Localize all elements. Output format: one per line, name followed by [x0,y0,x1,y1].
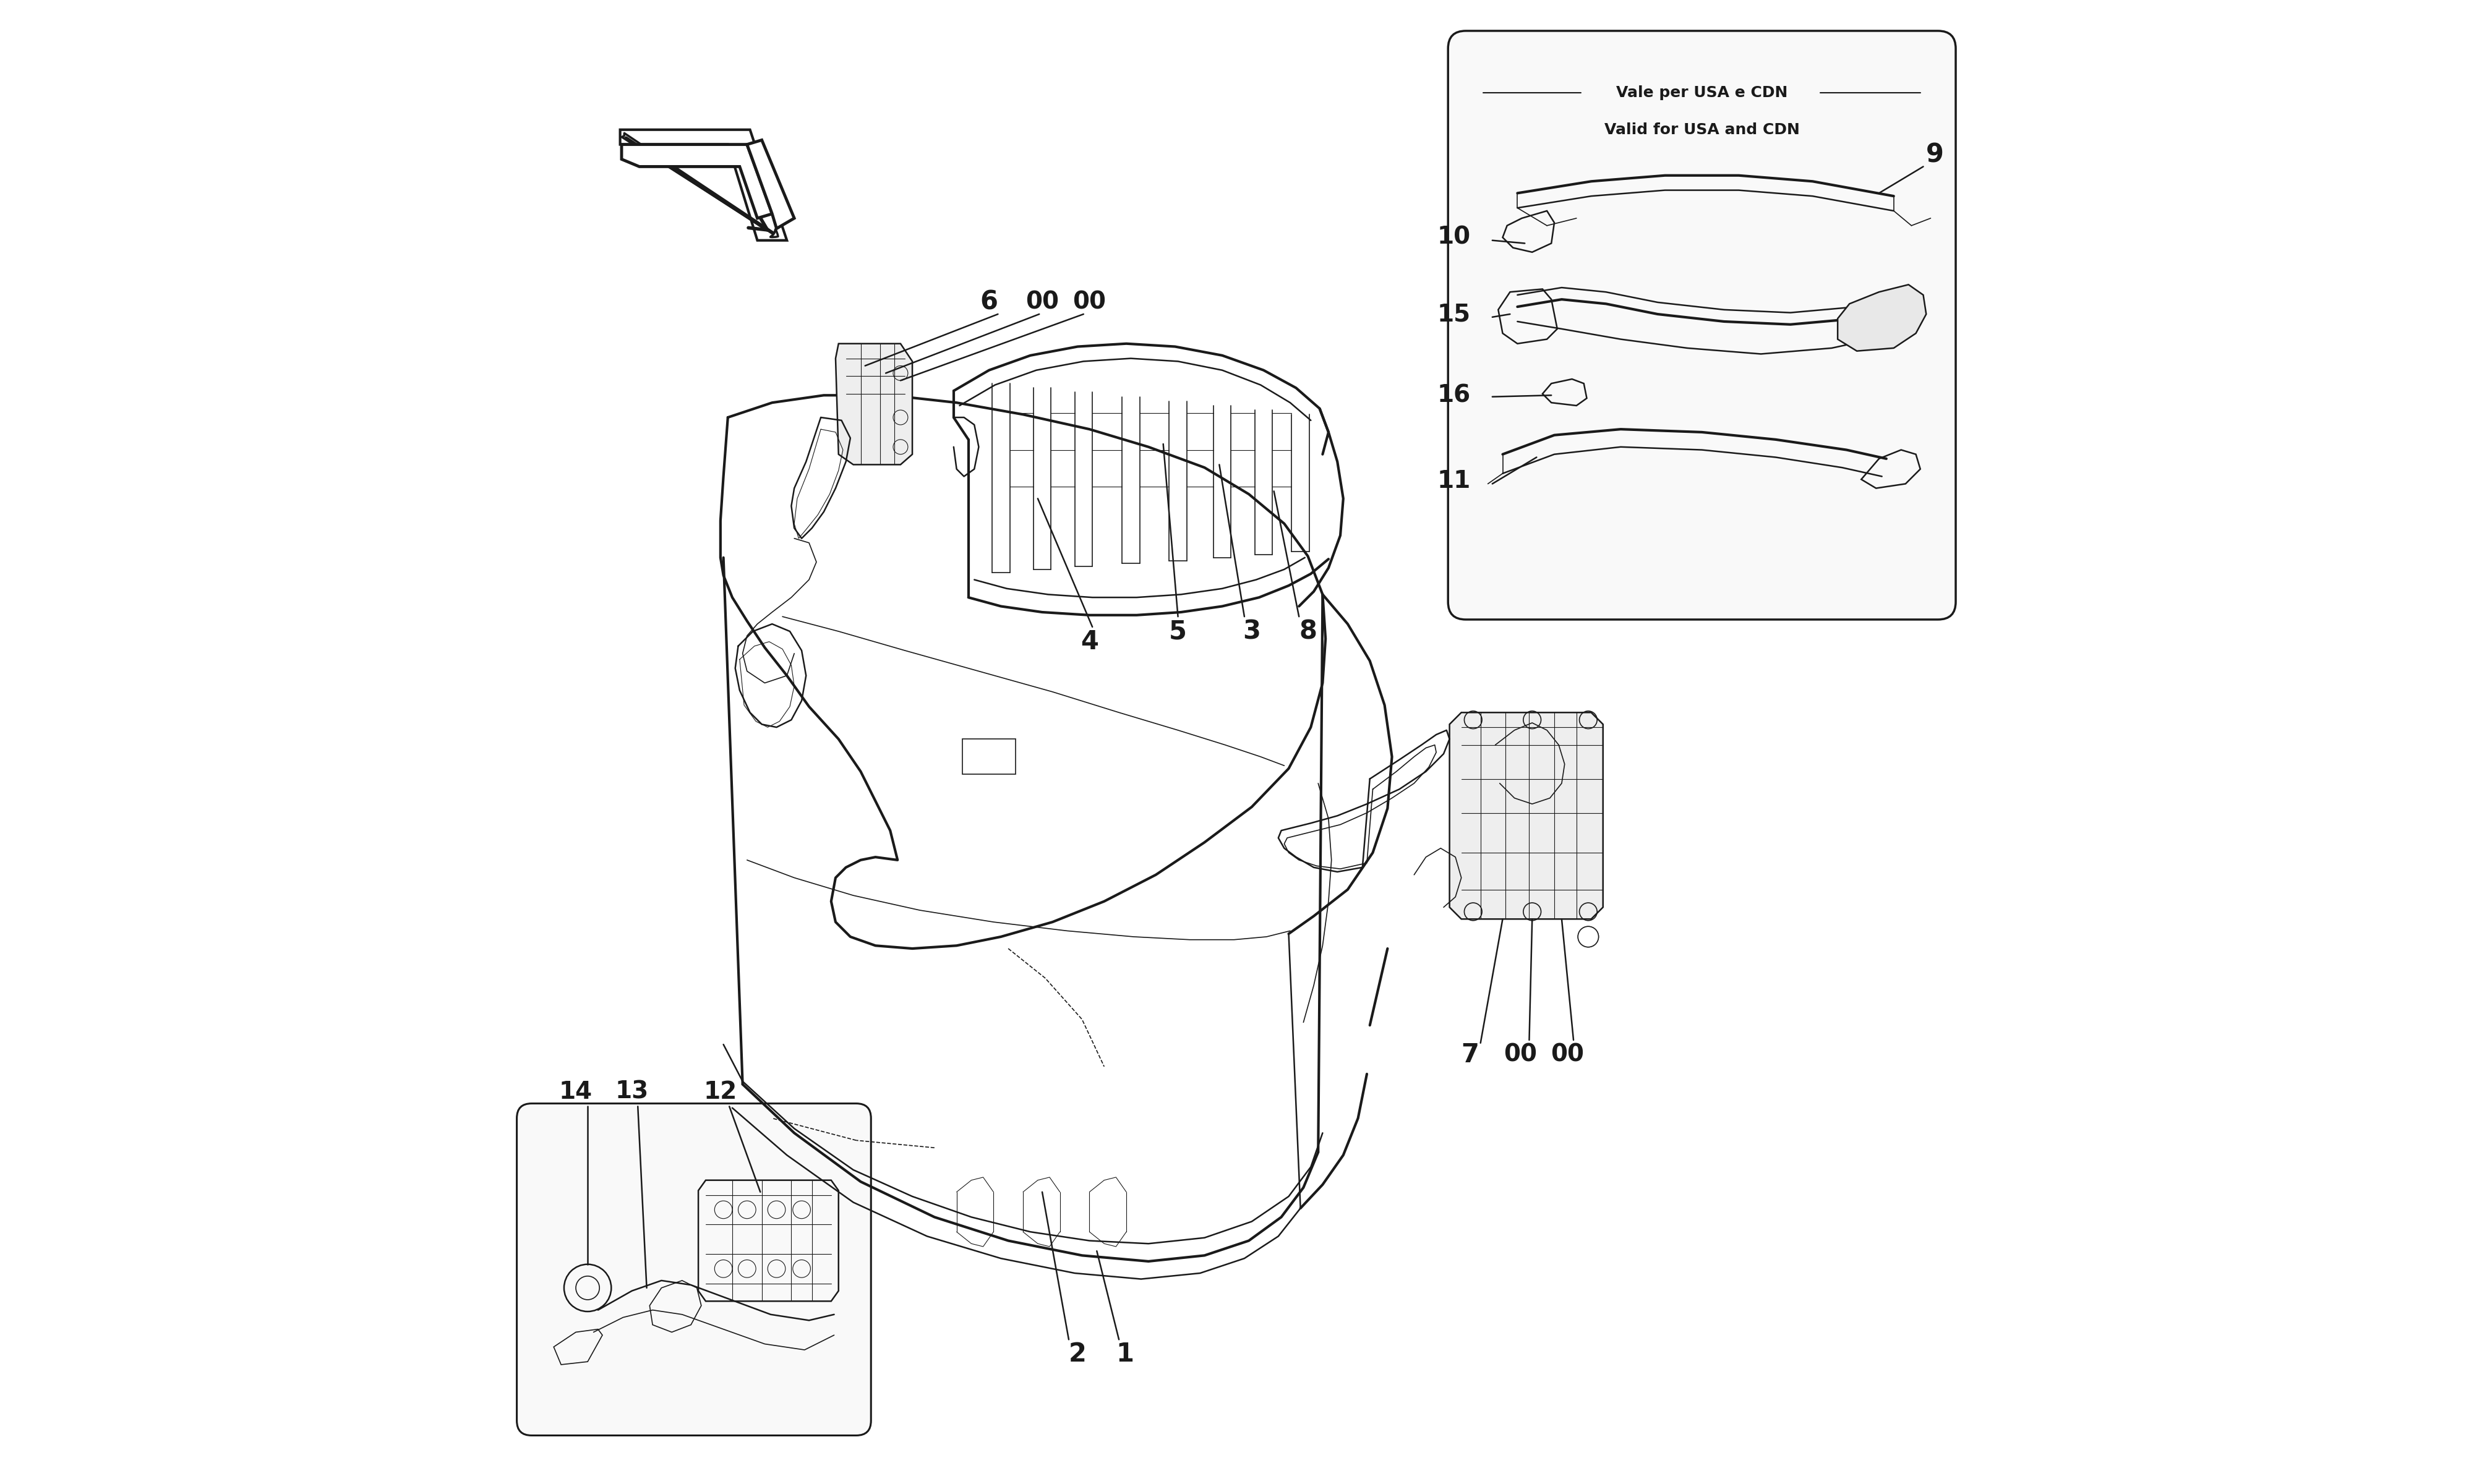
Text: 13: 13 [616,1080,648,1104]
Text: 14: 14 [559,1080,594,1104]
Text: 00: 00 [1074,291,1106,315]
Text: Valid for USA and CDN: Valid for USA and CDN [1603,122,1799,137]
Text: 16: 16 [1437,383,1470,407]
Circle shape [1578,926,1598,947]
Polygon shape [621,129,787,240]
Text: Vale per USA e CDN: Vale per USA e CDN [1616,86,1789,101]
Text: 10: 10 [1437,226,1470,249]
Text: 9: 9 [1927,142,1945,168]
Text: 1: 1 [1116,1342,1133,1367]
Polygon shape [621,144,772,218]
Text: 4: 4 [1081,629,1098,654]
Polygon shape [747,139,794,229]
Bar [962,739,1017,775]
Circle shape [1578,926,1598,947]
Text: 6: 6 [980,289,997,315]
Text: 12: 12 [703,1080,737,1104]
Polygon shape [836,344,913,464]
Polygon shape [1838,285,1927,352]
Text: 5: 5 [1170,619,1188,644]
FancyBboxPatch shape [517,1104,871,1435]
Text: 00: 00 [1504,1043,1536,1067]
Text: 8: 8 [1299,619,1316,644]
Text: 00: 00 [1027,291,1059,315]
Text: 2: 2 [1069,1342,1086,1367]
Text: 00: 00 [1551,1043,1583,1067]
Polygon shape [1450,712,1603,919]
Text: 3: 3 [1242,619,1262,644]
Text: 15: 15 [1437,303,1470,326]
FancyBboxPatch shape [1447,31,1957,619]
Text: 11: 11 [1437,469,1470,493]
Text: 7: 7 [1462,1042,1479,1068]
